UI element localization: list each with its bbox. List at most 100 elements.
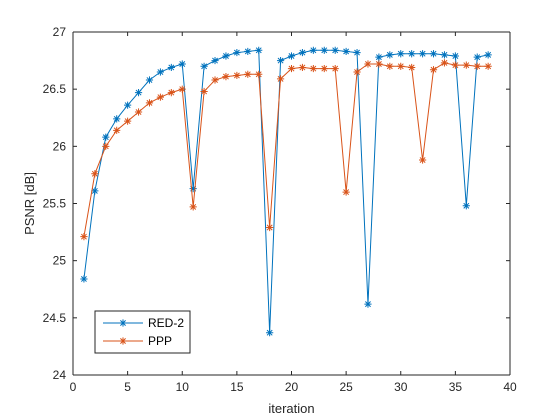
data-point-red-2 xyxy=(222,52,230,60)
data-point-red-2 xyxy=(429,50,438,58)
legend-box xyxy=(94,310,191,354)
series-line-ppp xyxy=(83,62,489,237)
legend-label-red-2: RED-2 xyxy=(148,316,184,330)
data-point-red-2 xyxy=(266,329,274,337)
data-point-red-2 xyxy=(473,53,481,61)
data-point-ppp xyxy=(102,142,110,150)
data-point-red-2 xyxy=(287,52,296,60)
data-point-red-2 xyxy=(200,62,208,70)
legend-label-ppp: PPP xyxy=(148,334,172,348)
data-point-red-2 xyxy=(189,185,197,193)
data-point-red-2 xyxy=(440,51,449,59)
series-red-2 xyxy=(80,46,492,337)
data-point-ppp xyxy=(440,59,449,67)
data-point-red-2 xyxy=(375,53,383,61)
data-point-red-2 xyxy=(309,46,317,54)
series-layer xyxy=(80,46,492,337)
data-point-red-2 xyxy=(484,51,492,59)
data-point-ppp xyxy=(276,75,285,83)
data-point-ppp xyxy=(320,64,328,73)
data-point-ppp xyxy=(266,223,274,232)
data-point-red-2 xyxy=(353,48,361,57)
data-point-ppp xyxy=(353,68,361,76)
data-point-red-2 xyxy=(124,101,132,109)
y-tick-label: 24.5 xyxy=(43,311,67,325)
data-point-ppp xyxy=(419,156,427,164)
x-tick-label: 30 xyxy=(394,380,408,394)
data-point-red-2 xyxy=(320,46,328,54)
x-tick-label: 0 xyxy=(70,380,77,394)
data-point-red-2 xyxy=(211,56,219,65)
data-point-red-2 xyxy=(167,63,175,72)
data-point-ppp xyxy=(309,64,317,73)
x-tick-label: 40 xyxy=(503,380,517,394)
data-point-red-2 xyxy=(298,48,307,57)
data-point-ppp xyxy=(134,108,143,116)
data-point-red-2 xyxy=(145,76,154,84)
data-point-red-2 xyxy=(364,300,372,308)
data-point-red-2 xyxy=(255,46,263,54)
data-point-red-2 xyxy=(386,51,394,59)
legend-marker-ppp xyxy=(119,337,127,345)
data-point-ppp xyxy=(397,62,405,70)
data-point-red-2 xyxy=(462,202,470,210)
data-point-red-2 xyxy=(233,48,241,57)
data-point-red-2 xyxy=(397,50,405,58)
data-point-red-2 xyxy=(342,47,350,56)
data-point-ppp xyxy=(145,99,154,107)
data-point-red-2 xyxy=(276,56,285,65)
data-point-ppp xyxy=(113,126,121,134)
data-point-red-2 xyxy=(80,275,88,283)
legend-item-red-2: RED-2 xyxy=(103,316,184,330)
data-point-ppp xyxy=(298,63,307,72)
y-tick-label: 27 xyxy=(53,25,67,39)
data-point-red-2 xyxy=(178,60,186,68)
x-tick-label: 15 xyxy=(230,380,244,394)
data-point-ppp xyxy=(451,61,459,69)
data-point-ppp xyxy=(462,61,470,69)
data-point-red-2 xyxy=(244,47,252,56)
series-ppp xyxy=(80,59,492,241)
legend-marker-red-2 xyxy=(119,319,127,327)
data-point-ppp xyxy=(189,203,197,211)
data-point-ppp xyxy=(178,85,186,93)
data-point-ppp xyxy=(244,70,252,78)
data-point-ppp xyxy=(342,188,350,196)
y-tick-label: 25.5 xyxy=(43,197,67,211)
data-point-ppp xyxy=(484,62,492,70)
y-tick-label: 25 xyxy=(53,254,67,268)
x-tick-label: 20 xyxy=(285,380,299,394)
data-point-ppp xyxy=(386,62,394,70)
data-point-ppp xyxy=(287,64,296,73)
data-point-ppp xyxy=(375,60,383,68)
data-point-red-2 xyxy=(451,52,459,60)
x-tick-label: 25 xyxy=(339,380,353,394)
data-point-ppp xyxy=(429,66,438,74)
data-point-ppp xyxy=(331,64,339,73)
x-tick-label: 10 xyxy=(176,380,190,394)
data-point-ppp xyxy=(124,117,132,125)
axes-layer: 0 5 10 15 20 25 30 35 40 24 24.5 25 25.5 26 26.5 27 xyxy=(43,25,517,394)
data-point-ppp xyxy=(156,93,164,101)
x-tick-label: 5 xyxy=(124,380,131,394)
data-point-ppp xyxy=(255,70,263,78)
data-point-red-2 xyxy=(419,50,427,58)
data-point-ppp xyxy=(167,88,175,97)
data-point-ppp xyxy=(364,60,372,68)
y-tick-label: 26.5 xyxy=(43,82,67,96)
y-tick-label: 24 xyxy=(53,368,67,382)
legend: RED-2 PPP xyxy=(94,310,191,354)
data-point-ppp xyxy=(91,170,99,178)
data-point-ppp xyxy=(211,76,219,84)
y-axis-label: PSNR [dB] xyxy=(22,172,37,235)
data-point-ppp xyxy=(80,233,88,241)
data-point-red-2 xyxy=(408,50,416,58)
data-point-ppp xyxy=(222,72,230,81)
legend-item-ppp: PPP xyxy=(103,334,172,348)
data-point-ppp xyxy=(473,62,481,70)
data-point-red-2 xyxy=(331,46,339,54)
y-tick-label: 26 xyxy=(53,139,67,153)
data-point-red-2 xyxy=(102,133,110,141)
x-axis-label: iteration xyxy=(268,401,314,416)
